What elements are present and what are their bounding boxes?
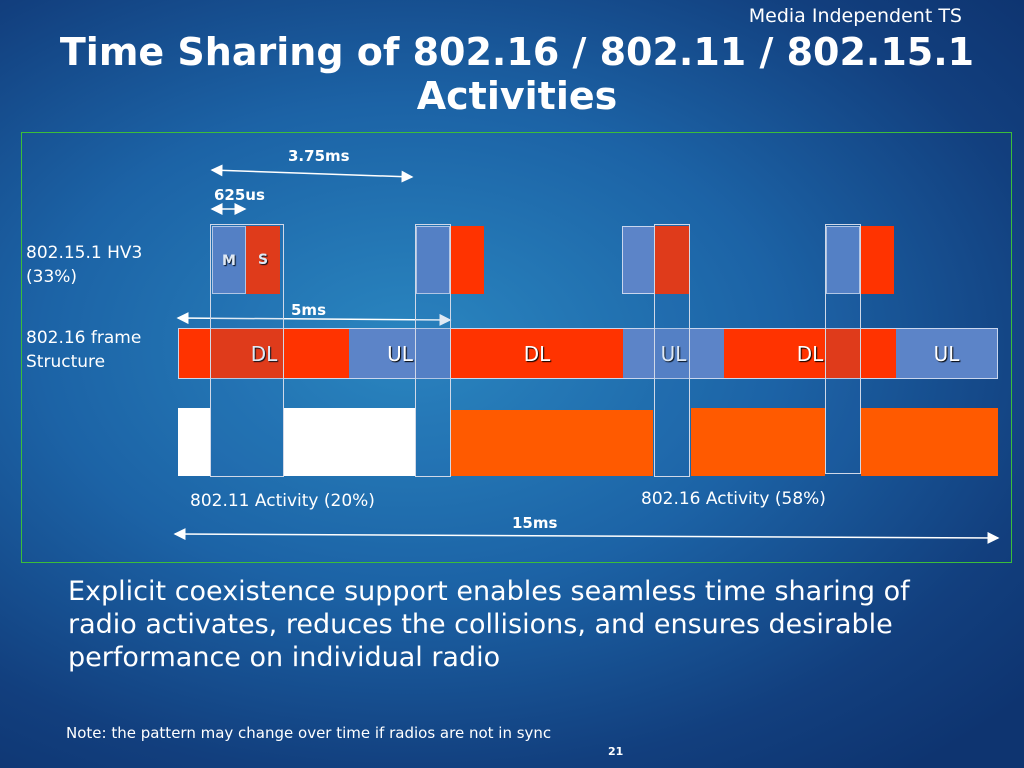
hv3-master-slot-4 bbox=[826, 226, 860, 294]
frame-dl-1: DL bbox=[179, 329, 349, 378]
wifi-activity-block-2 bbox=[284, 408, 415, 476]
hv3-label: 802.15.1 HV3 (33%) bbox=[26, 243, 143, 287]
wifi-activity-block-1 bbox=[178, 408, 211, 476]
hv3-master-slot-1: M bbox=[212, 226, 246, 294]
label-5ms: 5ms bbox=[291, 301, 326, 319]
hv3-slave-slot-3 bbox=[655, 226, 689, 294]
label-375ms: 3.75ms bbox=[288, 147, 350, 165]
frame-dl-3: DL bbox=[724, 329, 896, 378]
diagram-frame bbox=[21, 132, 1012, 563]
timeshare-column-1 bbox=[210, 224, 284, 477]
wimax-activity-block-1 bbox=[451, 410, 653, 476]
hv3-slave-slot-2 bbox=[450, 226, 484, 294]
title-line-2: Activities bbox=[416, 74, 618, 118]
body-text: Explicit coexistence support enables sea… bbox=[68, 576, 910, 673]
hv3-master-slot-3 bbox=[622, 226, 656, 294]
arrow-15ms bbox=[173, 528, 1000, 544]
wimax-activity-block-3 bbox=[861, 408, 998, 476]
frame-ul-3: UL bbox=[896, 329, 997, 378]
timeshare-column-4 bbox=[825, 224, 861, 474]
slide-title: Time Sharing of 802.16 / 802.11 / 802.15… bbox=[0, 30, 1024, 118]
wimax-activity-block-2 bbox=[691, 408, 825, 476]
note-text: Note: the pattern may change over time i… bbox=[66, 724, 552, 742]
frame-dl-2: DL bbox=[451, 329, 623, 378]
hv3-master-slot-2 bbox=[416, 226, 450, 294]
frame-ul-2: UL bbox=[623, 329, 724, 378]
arrow-375ms bbox=[210, 164, 414, 183]
label-15ms: 15ms bbox=[512, 514, 558, 532]
hv3-slave-slot-4 bbox=[860, 226, 894, 294]
timeshare-column-2 bbox=[415, 224, 451, 477]
wimax-activity-label: 802.16 Activity (58%) bbox=[641, 489, 826, 509]
wifi-activity-label: 802.11 Activity (20%) bbox=[190, 491, 375, 511]
timeshare-column-3 bbox=[654, 224, 690, 477]
page-number: 21 bbox=[608, 745, 624, 758]
label-625us: 625us bbox=[214, 186, 265, 204]
frame-ul-1: UL bbox=[349, 329, 451, 378]
hv3-slave-slot-1: S bbox=[246, 226, 280, 294]
arrow-5ms bbox=[176, 312, 452, 326]
frame-structure-label: 802.16 frame Structure bbox=[26, 328, 142, 372]
slide-header: Media Independent TS bbox=[748, 5, 962, 27]
title-line-1: Time Sharing of 802.16 / 802.11 / 802.15… bbox=[59, 30, 975, 74]
frame-structure-bar: DL UL DL UL DL UL bbox=[178, 328, 998, 379]
